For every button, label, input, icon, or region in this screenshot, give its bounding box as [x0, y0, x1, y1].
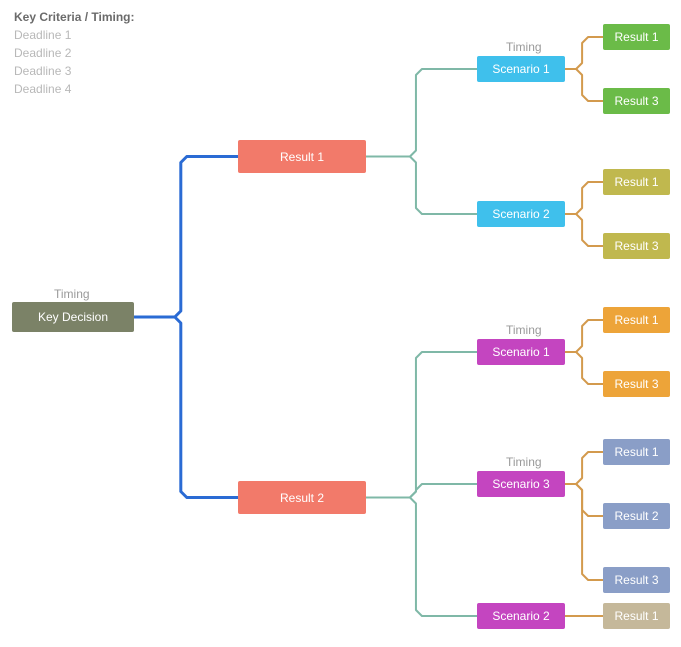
tree-node: Result 3 — [603, 88, 670, 114]
tree-edge — [565, 37, 603, 69]
tree-edge — [565, 214, 603, 246]
tree-node: Result 1 — [603, 169, 670, 195]
tree-edge — [134, 157, 238, 318]
legend: Key Criteria / Timing: Deadline 1 Deadli… — [14, 10, 134, 98]
tree-node: Result 3 — [603, 233, 670, 259]
timing-label: Timing — [506, 455, 542, 469]
tree-node: Result 1 — [603, 603, 670, 629]
tree-node: Scenario 2 — [477, 201, 565, 227]
tree-edge — [565, 452, 603, 484]
tree-edge — [565, 352, 603, 384]
legend-item: Deadline 4 — [14, 80, 134, 98]
tree-node: Scenario 1 — [477, 339, 565, 365]
tree-edge — [565, 484, 603, 516]
tree-node: Scenario 2 — [477, 603, 565, 629]
legend-item: Deadline 2 — [14, 44, 134, 62]
tree-node: Scenario 3 — [477, 471, 565, 497]
tree-node: Result 1 — [603, 439, 670, 465]
legend-item: Deadline 3 — [14, 62, 134, 80]
tree-edge — [565, 484, 603, 580]
timing-label: Timing — [506, 323, 542, 337]
tree-node: Key Decision — [12, 302, 134, 332]
tree-edge — [366, 352, 477, 498]
tree-edge — [366, 484, 477, 498]
tree-edge — [565, 320, 603, 352]
legend-title: Key Criteria / Timing: — [14, 10, 134, 24]
tree-edge — [565, 69, 603, 101]
tree-node: Result 2 — [603, 503, 670, 529]
tree-node: Result 3 — [603, 567, 670, 593]
tree-edge — [366, 69, 477, 157]
tree-node: Result 3 — [603, 371, 670, 397]
tree-edge — [565, 182, 603, 214]
legend-item: Deadline 1 — [14, 26, 134, 44]
tree-edge — [366, 498, 477, 617]
tree-node: Result 1 — [603, 24, 670, 50]
tree-node: Scenario 1 — [477, 56, 565, 82]
tree-edge — [366, 157, 477, 215]
tree-node: Result 1 — [238, 140, 366, 173]
timing-label: Timing — [54, 287, 90, 301]
timing-label: Timing — [506, 40, 542, 54]
tree-node: Result 2 — [238, 481, 366, 514]
tree-edge — [134, 317, 238, 498]
tree-node: Result 1 — [603, 307, 670, 333]
